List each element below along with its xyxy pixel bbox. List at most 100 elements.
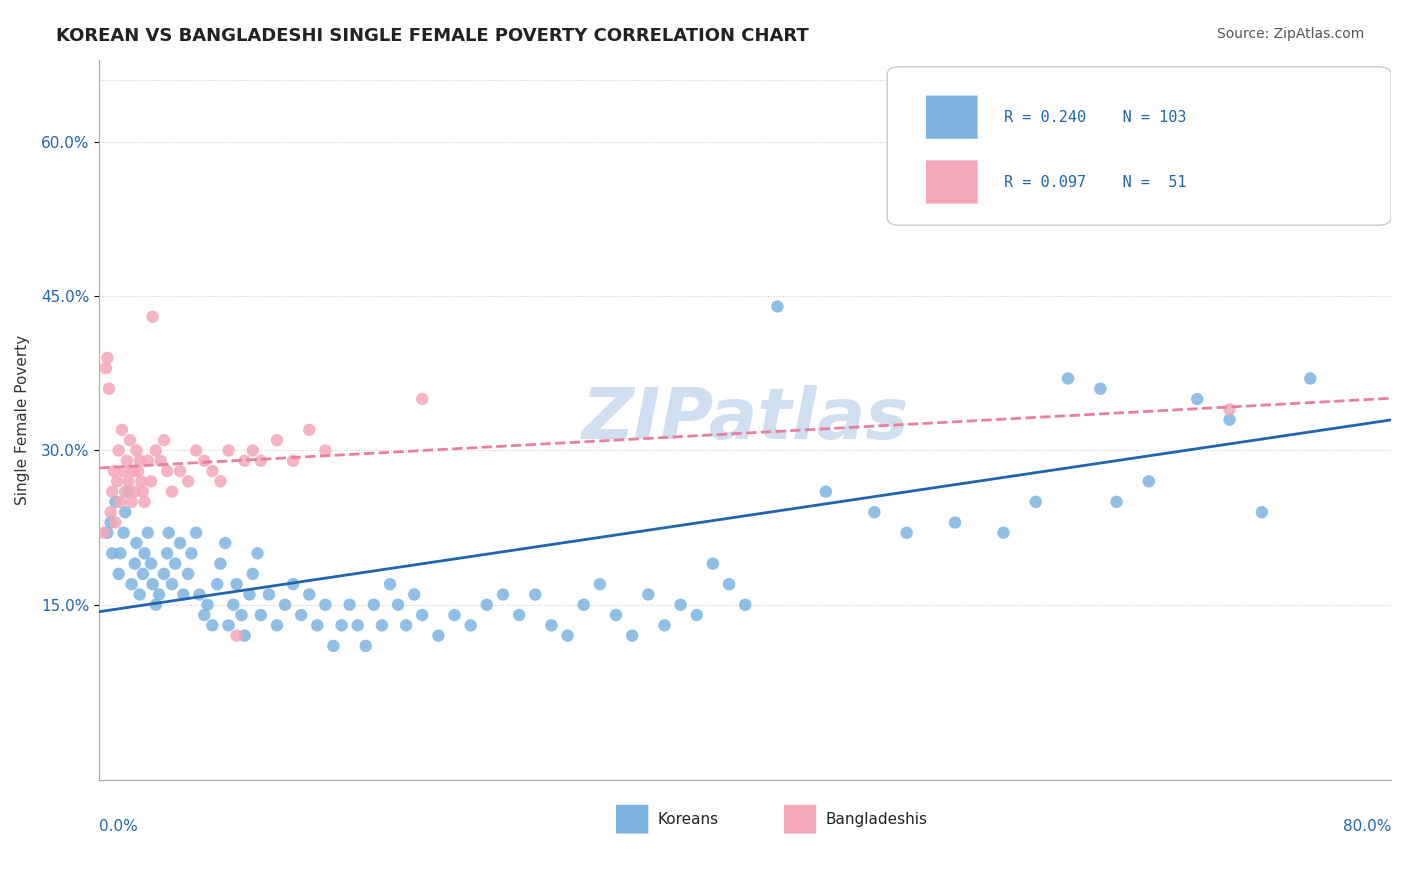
Point: [100, 505, 122, 519]
Text: Koreans: Koreans: [658, 812, 718, 827]
Point: [242, 443, 264, 458]
Point: [149, 454, 172, 468]
Point: [156, 546, 179, 560]
Point: [1025, 495, 1047, 509]
Point: [201, 464, 224, 478]
Point: [281, 577, 304, 591]
Point: [142, 577, 165, 591]
Point: [160, 577, 183, 591]
Point: [134, 495, 156, 509]
Point: [231, 608, 253, 623]
Point: [1299, 371, 1322, 385]
Point: [411, 608, 433, 623]
Point: [142, 310, 165, 324]
Point: [314, 598, 336, 612]
Point: [363, 598, 385, 612]
Point: [225, 629, 247, 643]
Point: [125, 443, 148, 458]
Point: [136, 525, 159, 540]
Point: [589, 577, 612, 591]
Point: [322, 639, 344, 653]
Point: [298, 587, 321, 601]
Point: [492, 587, 515, 601]
Point: [1090, 382, 1112, 396]
Point: [214, 536, 236, 550]
Point: [177, 566, 200, 581]
Point: [128, 454, 150, 468]
Point: [1187, 392, 1209, 406]
Text: ZIPatlas: ZIPatlas: [582, 385, 908, 454]
Point: [118, 433, 141, 447]
Point: [508, 608, 530, 623]
Text: R = 0.240    N = 103: R = 0.240 N = 103: [1004, 110, 1187, 125]
Point: [274, 598, 297, 612]
Point: [427, 629, 450, 643]
Point: [131, 475, 153, 489]
Point: [197, 598, 219, 612]
Point: [124, 557, 146, 571]
Point: [249, 608, 271, 623]
Point: [443, 608, 465, 623]
Point: [524, 587, 547, 601]
Text: 0.0%: 0.0%: [100, 819, 138, 834]
Point: [475, 598, 498, 612]
Point: [354, 639, 377, 653]
Point: [621, 629, 644, 643]
Point: [121, 495, 143, 509]
Point: [193, 608, 215, 623]
Point: [378, 577, 401, 591]
Point: [346, 618, 368, 632]
Point: [127, 464, 149, 478]
Text: R = 0.097    N =  51: R = 0.097 N = 51: [1004, 175, 1187, 189]
Point: [339, 598, 361, 612]
Point: [153, 566, 176, 581]
Point: [139, 557, 162, 571]
Point: [411, 392, 433, 406]
Point: [169, 464, 191, 478]
Point: [1347, 145, 1369, 160]
Point: [110, 546, 132, 560]
Point: [122, 464, 145, 478]
Point: [117, 484, 139, 499]
Point: [257, 587, 280, 601]
Point: [145, 443, 167, 458]
Point: [100, 516, 122, 530]
Point: [157, 525, 180, 540]
Point: [572, 598, 595, 612]
Point: [307, 618, 329, 632]
Point: [246, 546, 269, 560]
Point: [153, 433, 176, 447]
Text: Bangladeshis: Bangladeshis: [825, 812, 927, 827]
Point: [266, 618, 288, 632]
Point: [139, 475, 162, 489]
Point: [233, 454, 256, 468]
Point: [266, 433, 288, 447]
Point: [1105, 495, 1128, 509]
Point: [148, 587, 170, 601]
Point: [1218, 402, 1240, 417]
Point: [1315, 135, 1337, 149]
Point: [180, 546, 202, 560]
Point: [281, 454, 304, 468]
Text: KOREAN VS BANGLADESHI SINGLE FEMALE POVERTY CORRELATION CHART: KOREAN VS BANGLADESHI SINGLE FEMALE POVE…: [56, 27, 808, 45]
Point: [222, 598, 245, 612]
Point: [943, 516, 966, 530]
Point: [218, 618, 240, 632]
Point: [169, 536, 191, 550]
Point: [298, 423, 321, 437]
Point: [1218, 412, 1240, 426]
Point: [114, 505, 136, 519]
Point: [104, 495, 127, 509]
Point: [404, 587, 426, 601]
Point: [814, 484, 837, 499]
Point: [218, 443, 240, 458]
Point: [128, 587, 150, 601]
Point: [637, 587, 659, 601]
Point: [136, 454, 159, 468]
Point: [115, 454, 138, 468]
Point: [134, 546, 156, 560]
Point: [205, 577, 228, 591]
Point: [201, 618, 224, 632]
Point: [165, 557, 187, 571]
Point: [145, 598, 167, 612]
